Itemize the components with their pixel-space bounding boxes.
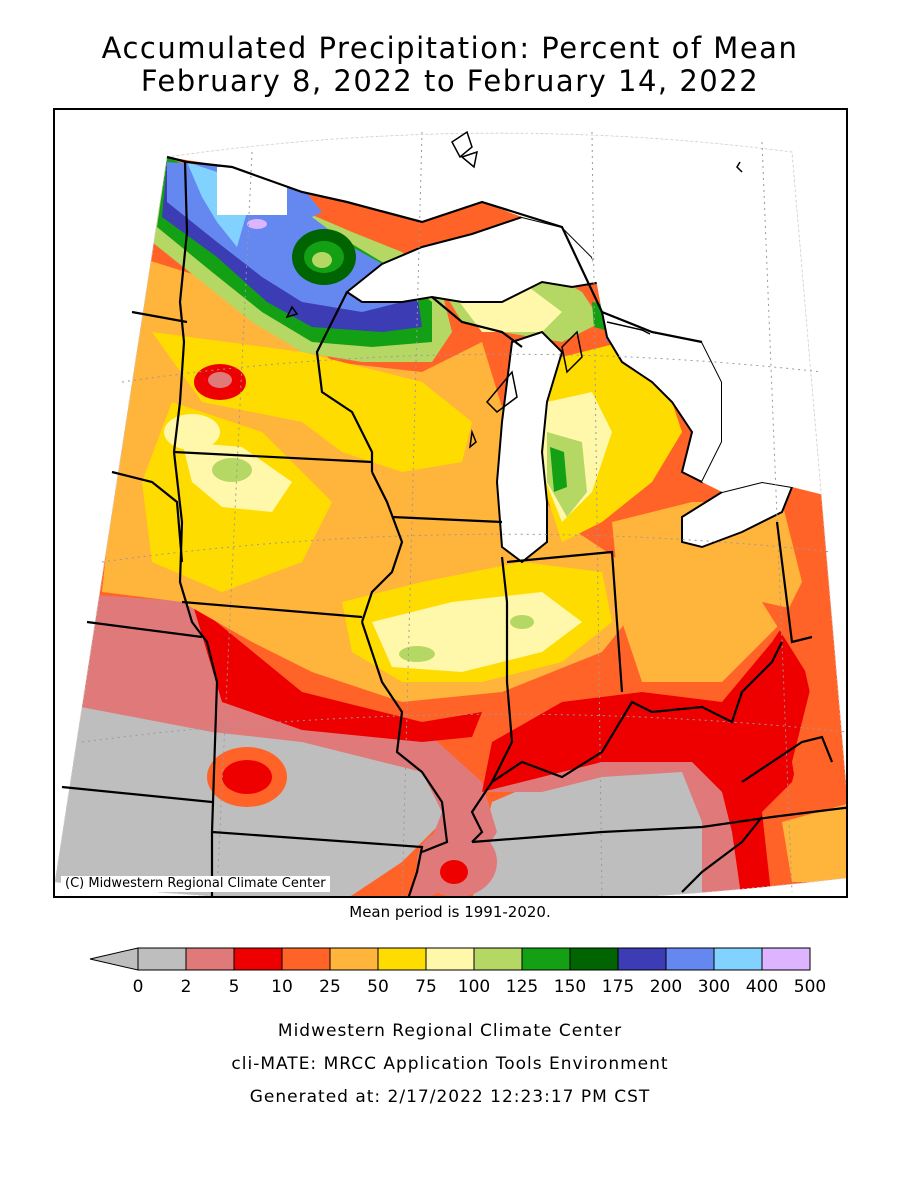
precipitation-map: (C) Midwestern Regional Climate Center <box>53 108 848 898</box>
legend-tick-label: 75 <box>415 977 437 997</box>
legend-swatch-0-2 <box>137 947 187 971</box>
legend-tick-label: 10 <box>271 977 293 997</box>
legend-swatch-300-400 <box>713 947 763 971</box>
map-date-range: February 8, 2022 to February 14, 2022 <box>140 64 760 98</box>
legend-swatch-175-200 <box>617 947 667 971</box>
legend-tick-label: 50 <box>367 977 389 997</box>
legend-color-bar <box>89 947 811 971</box>
map-title: Accumulated Precipitation: Percent of Me… <box>101 31 799 65</box>
legend-tick-label: 100 <box>458 977 490 997</box>
legend-swatch-400-500 <box>761 947 811 971</box>
legend-tick-label: 175 <box>602 977 634 997</box>
legend-arrow-below-zero <box>89 947 139 971</box>
legend-swatch-100-125 <box>473 947 523 971</box>
footer-generated-time: Generated at: 2/17/2022 12:23:17 PM CST <box>249 1087 651 1107</box>
legend-tick-label: 300 <box>698 977 730 997</box>
color-legend: 0 2 5 10 25 50 75 100 125 150 175 200 300 400 500 <box>89 947 827 997</box>
legend-swatch-75-100 <box>425 947 475 971</box>
legend-tick-label: 2 <box>181 977 192 997</box>
legend-tick-label: 0 <box>133 977 144 997</box>
precip-fill-layer <box>55 133 846 896</box>
legend-tick-labels: 0 2 5 10 25 50 75 100 125 150 175 200 300 400 500 <box>133 977 827 997</box>
legend-swatch-50-75 <box>377 947 427 971</box>
copyright-label: (C) Midwestern Regional Climate Center <box>61 876 330 892</box>
legend-swatch-200-300 <box>665 947 715 971</box>
footer-organization: Midwestern Regional Climate Center <box>277 1021 623 1041</box>
map-canvas <box>55 130 846 896</box>
legend-tick-label: 25 <box>319 977 341 997</box>
legend-tick-label: 5 <box>229 977 240 997</box>
footer-tool-name: cli-MATE: MRCC Application Tools Environ… <box>231 1054 669 1074</box>
legend-swatch-2-5 <box>185 947 235 971</box>
legend-tick-label: 400 <box>746 977 778 997</box>
coastline-details <box>285 130 743 449</box>
legend-tick-label: 500 <box>794 977 826 997</box>
legend-swatch-150-175 <box>569 947 619 971</box>
legend-swatch-25-50 <box>329 947 379 971</box>
legend-tick-label: 150 <box>554 977 586 997</box>
legend-swatch-10-25 <box>281 947 331 971</box>
legend-swatch-125-150 <box>521 947 571 971</box>
legend-tick-label: 125 <box>506 977 538 997</box>
legend-swatch-5-10 <box>233 947 283 971</box>
legend-tick-label: 200 <box>650 977 682 997</box>
mean-period-note: Mean period is 1991-2020. <box>349 903 551 921</box>
state-borders <box>61 155 846 896</box>
